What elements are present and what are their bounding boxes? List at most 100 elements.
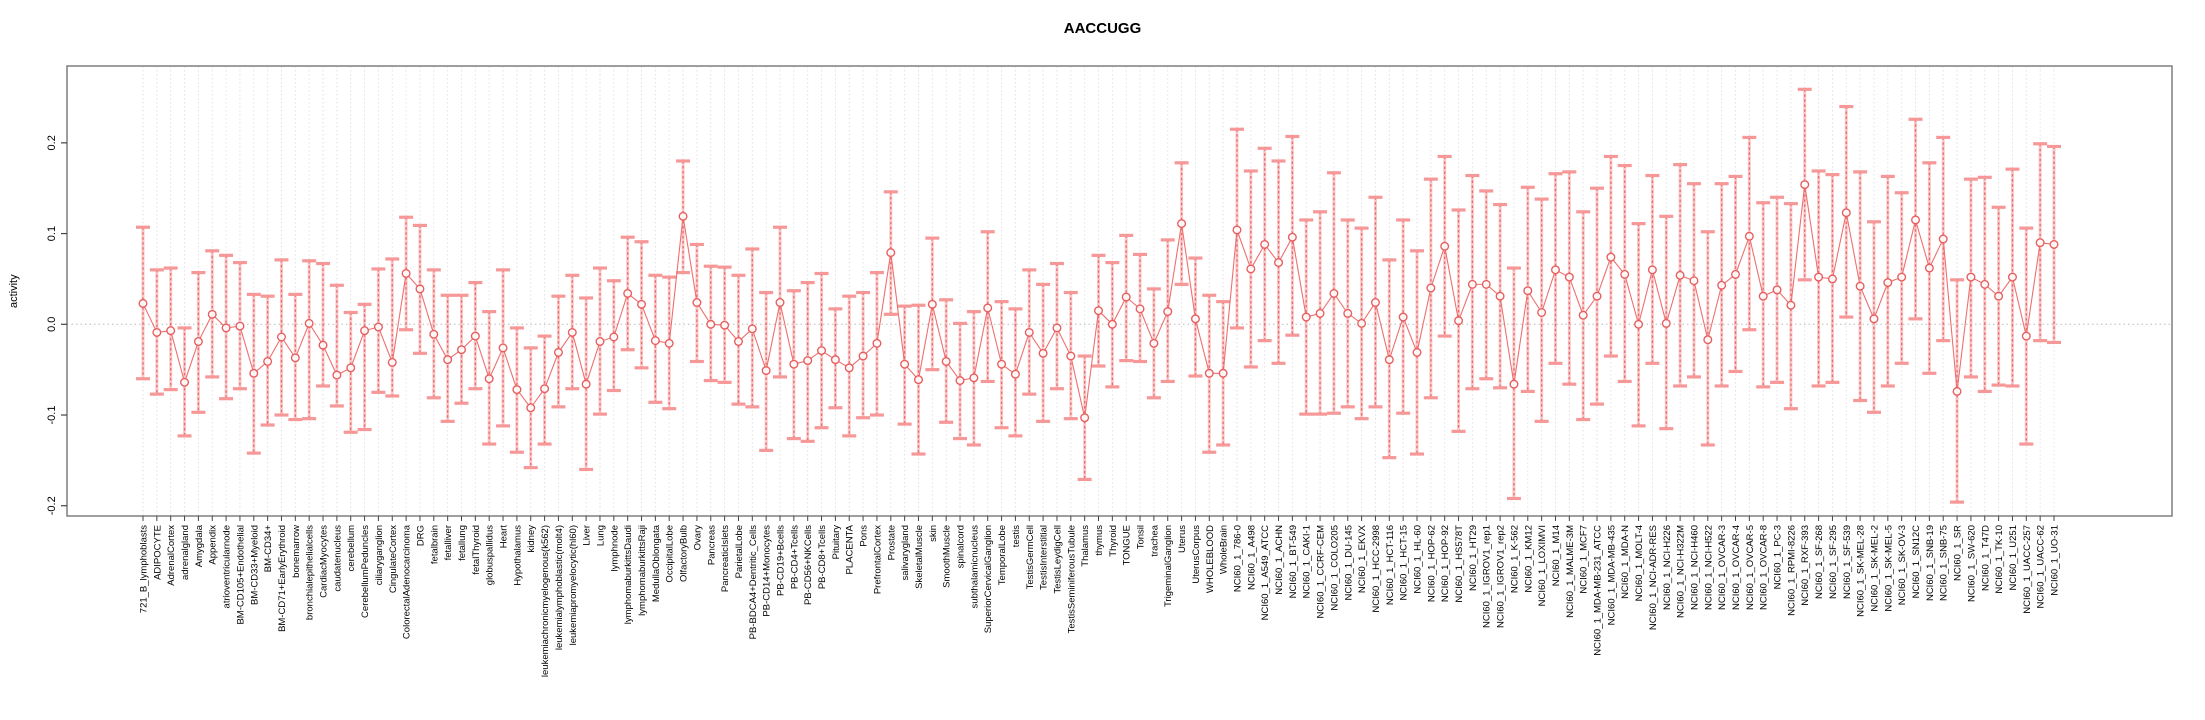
- data-point-marker: [817, 346, 827, 356]
- x-tick-label: NCI60_1_M14: [1551, 525, 1562, 586]
- x-tick-label: BM-CD105+Endothelial: [235, 525, 246, 625]
- x-tick-label: NCI60_1_HCC-2998: [1371, 525, 1382, 613]
- x-tick-label: NCI60_1_SF-539: [1842, 525, 1853, 599]
- data-point-marker: [858, 351, 868, 361]
- y-tick-label: -0.2: [46, 496, 58, 515]
- data-point-marker: [360, 326, 370, 336]
- data-point-marker: [498, 343, 508, 353]
- data-point-marker: [1634, 319, 1644, 329]
- x-tick-label: lymphomaburkittsDaudi: [623, 525, 634, 624]
- x-tick-label: NCI60_1_NCI-H460: [1689, 525, 1700, 610]
- data-point-marker: [1924, 263, 1934, 273]
- data-point-marker: [290, 353, 300, 363]
- data-point-marker: [1606, 252, 1616, 262]
- x-tick-label: NCI60_1_SF-268: [1814, 525, 1825, 599]
- x-tick-label: NCI60_1_EKVX: [1357, 524, 1368, 593]
- data-point-marker: [1274, 258, 1284, 268]
- data-point-marker: [2007, 272, 2017, 282]
- x-tick-label: bonemarrow: [291, 525, 302, 578]
- data-point-marker: [443, 355, 453, 365]
- data-point-marker: [1564, 272, 1574, 282]
- x-tick-label: OccipitalLobe: [665, 525, 676, 583]
- data-point-marker: [1800, 180, 1810, 190]
- x-tick-label: TemporalLobe: [997, 525, 1008, 585]
- x-tick-label: NCI60_1_PC-3: [1773, 525, 1784, 589]
- data-point-marker: [373, 322, 383, 332]
- x-tick-label: Lung: [595, 525, 606, 546]
- data-point-marker: [1938, 234, 1948, 244]
- x-tick-label: NCI60_1_SNB-75: [1939, 525, 1950, 601]
- x-tick-label: PB-CD19+Bcells: [776, 525, 787, 596]
- x-tick-label: TONGUE: [1122, 525, 1133, 565]
- data-point-marker: [1107, 319, 1117, 329]
- x-tick-label: Hypothalamus: [512, 525, 523, 586]
- x-tick-label: Pons: [859, 525, 870, 547]
- data-point-marker: [1661, 318, 1671, 328]
- data-point-marker: [886, 248, 896, 258]
- x-tick-label: salivarygland: [900, 525, 911, 580]
- data-point-marker: [1869, 314, 1879, 324]
- x-tick-label: PB-CD8+Tcells: [817, 525, 828, 589]
- data-point-marker: [1287, 232, 1297, 242]
- data-point-marker: [567, 327, 577, 337]
- data-point-marker: [332, 370, 342, 380]
- x-tick-label: Prostate: [886, 525, 897, 560]
- data-point-marker: [429, 329, 439, 339]
- x-tick-label: NCI60_1_SK-MEL-28: [1856, 525, 1867, 617]
- x-tick-label: fetallung: [457, 525, 468, 561]
- x-tick-label: subthalamicnucleus: [969, 525, 980, 609]
- data-point-marker: [1066, 351, 1076, 361]
- data-point-marker: [1384, 355, 1394, 365]
- data-point-marker: [526, 403, 536, 413]
- data-point-marker: [263, 356, 273, 366]
- data-point-marker: [1689, 276, 1699, 286]
- x-tick-label: lymphomaburkittsRaji: [637, 525, 648, 616]
- data-point-marker: [207, 309, 217, 319]
- data-point-marker: [1177, 219, 1187, 229]
- x-tick-label: BM-CD33+Myeloid: [249, 525, 260, 605]
- data-point-marker: [1703, 335, 1713, 345]
- x-tick-label: NCI60_1_HT29: [1468, 525, 1479, 591]
- x-tick-label: 721_B_lymphoblasts: [139, 525, 150, 613]
- x-tick-label: atrioventricularnode: [222, 525, 233, 608]
- x-tick-label: NCI60_1_MOLT-4: [1634, 525, 1645, 601]
- data-point-marker: [1495, 291, 1505, 301]
- x-tick-label: NCI60_1_HCT-116: [1385, 525, 1396, 605]
- data-point-marker: [1370, 298, 1380, 308]
- x-tick-label: SuperiorCervicalGanglion: [983, 525, 994, 633]
- data-point-marker: [346, 363, 356, 373]
- x-tick-label: kidney: [526, 525, 537, 553]
- x-tick-label: TestisLeydigCell: [1052, 525, 1063, 594]
- x-tick-label: NCI60_1_TK-10: [1994, 525, 2005, 594]
- x-tick-label: NCI60_1_SN12C: [1911, 525, 1922, 599]
- x-tick-label: PB-CD14+Monocytes: [762, 525, 773, 617]
- data-point-marker: [692, 298, 702, 308]
- data-point-marker: [1246, 264, 1256, 274]
- x-tick-label: NCI60_1_HCT-15: [1399, 525, 1410, 601]
- data-point-marker: [1772, 285, 1782, 295]
- x-tick-label: TestisGermCell: [1025, 525, 1036, 589]
- x-tick-label: NCI60_1_RXF-393: [1800, 525, 1811, 606]
- data-point-marker: [1550, 265, 1560, 275]
- x-tick-label: ParietalLobe: [734, 525, 745, 578]
- data-point-marker: [1218, 368, 1228, 378]
- data-point-marker: [1523, 286, 1533, 296]
- data-point-marker: [789, 359, 799, 369]
- data-point-marker: [941, 356, 951, 366]
- data-point-marker: [830, 355, 840, 365]
- data-point-marker: [1952, 386, 1962, 396]
- data-point-marker: [1758, 291, 1768, 301]
- x-tick-label: TestisSeminiferousTubule: [1066, 525, 1077, 633]
- x-tick-label: NCI60_1_NCI-ADR-RES: [1648, 525, 1659, 630]
- data-point-marker: [1301, 312, 1311, 322]
- data-point-marker: [872, 338, 882, 348]
- x-tick-label: BM-CD34+: [263, 525, 274, 573]
- x-tick-label: PancreaticIslets: [720, 525, 731, 592]
- x-tick-label: NCI60_1_MDA-MB-231_ATCC: [1593, 525, 1604, 656]
- data-point-marker: [720, 320, 730, 330]
- data-point-marker: [1620, 269, 1630, 279]
- x-tick-label: ADIPOCYTE: [152, 525, 163, 580]
- x-tick-label: NCI60_1_SK-MEL-2: [1869, 525, 1880, 612]
- data-point-marker: [1883, 278, 1893, 288]
- x-tick-label: BM-CD71+EarlyErythroid: [277, 525, 288, 632]
